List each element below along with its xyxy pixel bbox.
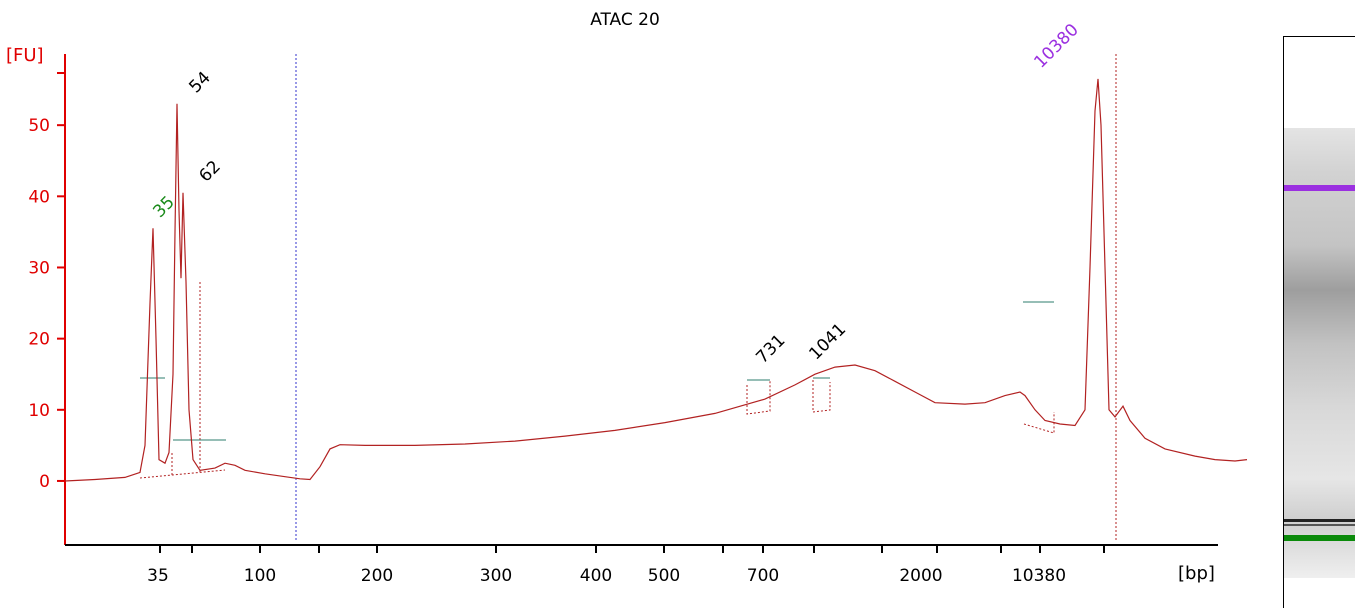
y-tick-label: 40 bbox=[28, 187, 50, 207]
x-tick-label: 2000 bbox=[899, 566, 942, 586]
y-tick-label: 20 bbox=[28, 330, 50, 350]
electropherogram-chart: ATAC 20 [FU] [bp] 0 10 20 30 40 50 35 100 200 30… bbox=[6, 10, 1248, 586]
x-tick-label: 500 bbox=[648, 566, 680, 586]
x-tick-label: 300 bbox=[480, 566, 512, 586]
peak-label: 1041 bbox=[805, 319, 850, 364]
peak-label: 62 bbox=[195, 157, 224, 186]
x-tick-label: 35 bbox=[147, 566, 169, 586]
gel-band-lower-marker bbox=[1284, 535, 1355, 541]
peak-label: 731 bbox=[752, 331, 789, 368]
gel-band-dark-1 bbox=[1284, 519, 1355, 522]
y-tick-label: 30 bbox=[28, 258, 50, 278]
chart-title: ATAC 20 bbox=[590, 10, 660, 30]
y-tick-label: 10 bbox=[28, 401, 50, 421]
y-tick-label: 50 bbox=[28, 116, 50, 136]
peak-label: 35 bbox=[149, 192, 178, 221]
x-tick-label: 10380 bbox=[1012, 566, 1066, 586]
gel-band-upper-marker bbox=[1284, 185, 1355, 191]
gel-lane-image bbox=[1283, 36, 1355, 608]
x-tick-label: 200 bbox=[361, 566, 393, 586]
x-tick-label: 100 bbox=[244, 566, 276, 586]
integration-marks bbox=[139, 280, 1055, 479]
peak-half-height-marks bbox=[140, 301, 1054, 441]
peak-label: 10380 bbox=[1030, 20, 1082, 72]
y-tick-label: 0 bbox=[39, 472, 50, 492]
gel-lane-background bbox=[1284, 128, 1355, 578]
peak-label: 54 bbox=[185, 68, 214, 97]
x-tick-label: 400 bbox=[580, 566, 612, 586]
x-tick-label: 700 bbox=[747, 566, 779, 586]
x-axis-label: [bp] bbox=[1178, 563, 1215, 584]
y-axis-label: [FU] bbox=[6, 45, 44, 66]
gel-band-dark-2 bbox=[1284, 524, 1355, 526]
series-trace bbox=[64, 78, 1248, 482]
